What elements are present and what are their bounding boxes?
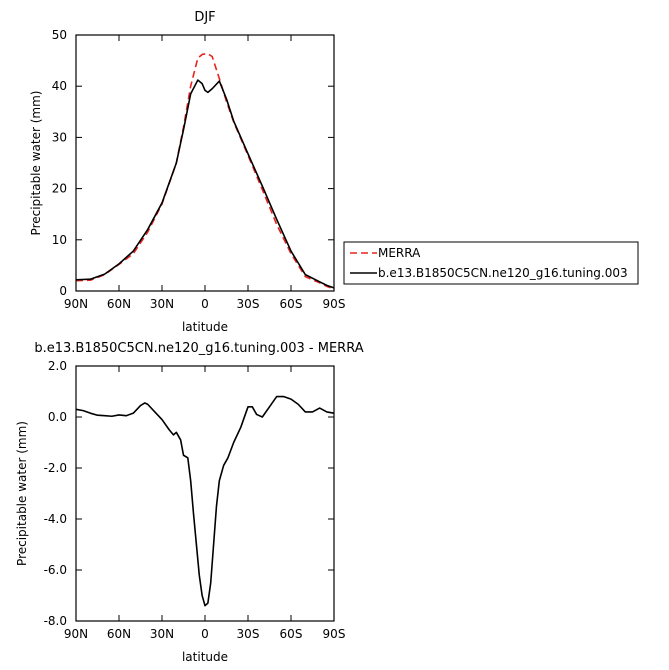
x-tick-label: 0 [201, 627, 209, 641]
x-tick-label: 90N [64, 627, 88, 641]
y-tick-label: 0 [59, 284, 67, 298]
plot-frame [75, 365, 335, 622]
axis-ticks: 90N 60N 30N 0 30S 60S 90S -8.0 -6.0 -4.0 -2.0 0.0 2.… [44, 359, 346, 641]
panel-title: b.e13.B1850C5CN.ne120_g16.tuning.003 - M… [34, 341, 363, 356]
x-tick-label: 0 [201, 297, 209, 311]
y-tick-label: -4.0 [44, 512, 67, 526]
panel-top: DJF Precipitable water (mm) latitude 90N… [29, 10, 345, 334]
y-tick-label: 10 [52, 233, 67, 247]
y-tick-label: -6.0 [44, 563, 67, 577]
y-tick-label: 2.0 [48, 359, 67, 373]
plot-lines [75, 395, 335, 607]
x-tick-label: 60N [107, 627, 131, 641]
legend-label-model: b.e13.B1850C5CN.ne120_g16.tuning.003 [378, 266, 628, 280]
y-tick-label: 40 [52, 79, 67, 93]
plot-frame [75, 34, 335, 292]
x-tick-label: 60N [107, 297, 131, 311]
y-tick-label: 20 [52, 182, 67, 196]
y-tick-label: 50 [52, 28, 67, 42]
y-tick-label: -8.0 [44, 614, 67, 628]
y-tick-label: -2.0 [44, 461, 67, 475]
x-tick-label: 90N [64, 297, 88, 311]
x-tick-label: 60S [280, 297, 303, 311]
series-line-0 [75, 395, 335, 607]
panel-title: DJF [194, 10, 215, 25]
x-tick-label: 90S [323, 297, 346, 311]
plot-lines [75, 53, 335, 290]
x-axis-label: latitude [182, 650, 228, 664]
series-line-1 [75, 79, 335, 289]
series-line-0 [75, 53, 335, 290]
x-tick-label: 60S [280, 627, 303, 641]
panel-bottom: b.e13.B1850C5CN.ne120_g16.tuning.003 - M… [15, 341, 364, 664]
legend-box [343, 241, 639, 285]
legend-label-merra: MERRA [378, 246, 421, 260]
x-tick-label: 30N [150, 627, 174, 641]
y-tick-label: 0.0 [48, 410, 67, 424]
x-tick-label: 30N [150, 297, 174, 311]
x-tick-label: 30S [237, 627, 260, 641]
legend: MERRA b.e13.B1850C5CN.ne120_g16.tuning.0… [343, 241, 639, 285]
y-axis-label: Precipitable water (mm) [15, 421, 29, 566]
y-tick-label: 30 [52, 130, 67, 144]
axis-ticks: 90N 60N 30N 0 30S 60S 90S 0 10 20 30 40 50 [52, 28, 346, 311]
x-axis-label: latitude [182, 320, 228, 334]
y-axis-label: Precipitable water (mm) [29, 91, 43, 236]
x-tick-label: 30S [237, 297, 260, 311]
x-tick-label: 90S [323, 627, 346, 641]
